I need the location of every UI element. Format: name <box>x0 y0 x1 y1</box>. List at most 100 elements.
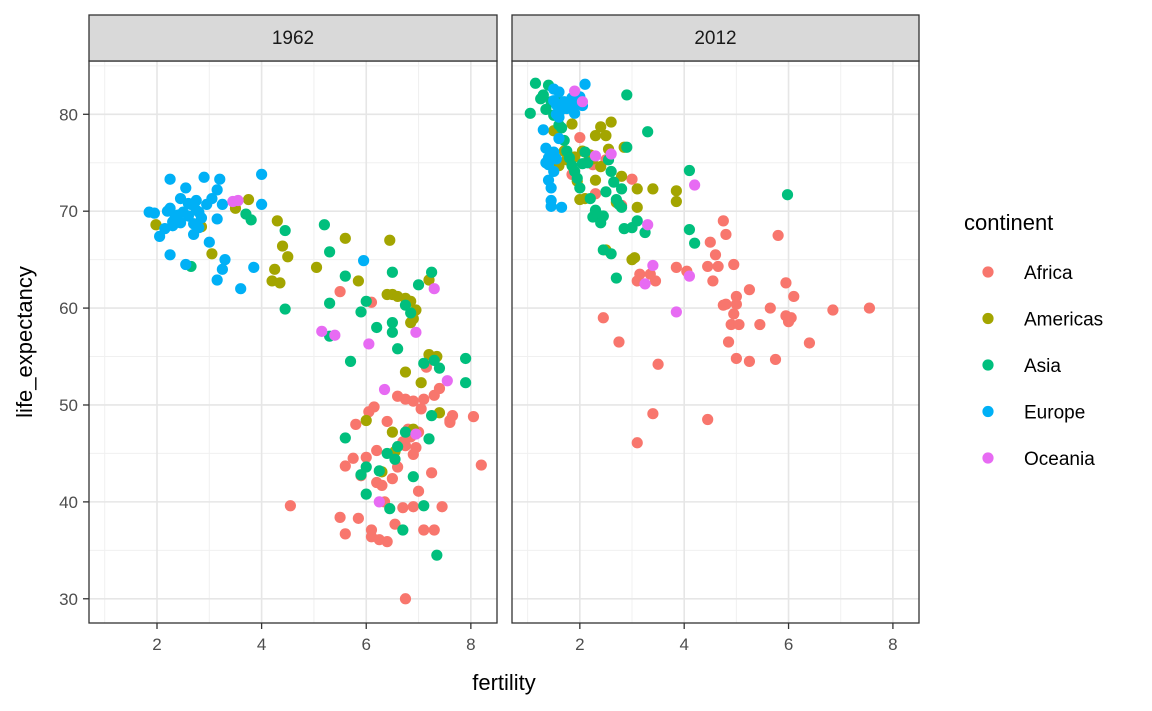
data-point-asia <box>608 176 620 188</box>
data-point-oceania <box>639 278 651 290</box>
data-point-africa <box>730 352 742 365</box>
data-point-oceania <box>428 283 440 295</box>
data-point-europe <box>161 205 174 217</box>
x-tick-label: 8 <box>888 635 897 654</box>
data-point-africa <box>284 500 296 512</box>
data-point-asia <box>360 295 372 307</box>
data-point-asia <box>460 377 472 389</box>
data-point-africa <box>652 358 664 370</box>
data-point-oceania <box>329 329 341 341</box>
data-point-europe <box>180 182 192 194</box>
data-point-africa <box>785 312 797 324</box>
data-point-africa <box>730 290 742 303</box>
data-point-africa <box>446 410 459 422</box>
data-point-asia <box>279 224 291 237</box>
data-point-americas <box>399 366 412 378</box>
data-point-asia <box>386 317 398 329</box>
facet-strip <box>88 14 498 62</box>
data-point-oceania <box>605 148 617 160</box>
data-point-americas <box>242 193 255 206</box>
data-point-africa <box>702 260 714 273</box>
data-point-asia <box>344 355 357 367</box>
data-point-asia <box>384 503 396 515</box>
data-point-asia <box>610 272 622 284</box>
data-point-asia <box>399 426 412 438</box>
data-point-americas <box>352 275 364 287</box>
data-point-africa <box>709 249 722 261</box>
data-point-europe <box>190 194 202 207</box>
panel-1962: 1962 <box>88 14 498 624</box>
data-point-africa <box>399 593 412 605</box>
data-point-europe <box>198 171 210 183</box>
legend: continent Africa Americas Asia Europe Oceani… <box>964 210 1103 470</box>
data-point-africa <box>407 448 419 460</box>
data-point-oceania <box>378 383 391 396</box>
data-point-africa <box>389 518 401 530</box>
data-point-europe <box>545 182 557 194</box>
data-point-africa <box>707 275 719 287</box>
data-point-africa <box>764 302 776 314</box>
data-point-asia <box>405 307 417 319</box>
data-point-americas <box>282 251 294 263</box>
data-point-africa <box>371 444 383 457</box>
legend-label-africa: Africa <box>1024 263 1073 284</box>
data-point-asia <box>360 488 372 500</box>
data-point-africa <box>475 459 487 471</box>
data-point-europe <box>555 201 568 213</box>
data-point-asia <box>392 441 404 453</box>
data-point-oceania <box>647 259 659 272</box>
data-point-europe <box>235 283 247 295</box>
y-tick-label: 60 <box>59 299 78 318</box>
data-point-africa <box>626 173 638 185</box>
data-point-africa <box>426 467 438 479</box>
panel-2012: 2012 <box>511 14 920 624</box>
data-point-africa <box>780 277 792 289</box>
x-axes: 2 4 6 8 2 4 6 8 <box>152 623 898 654</box>
data-point-asia <box>318 219 330 231</box>
data-point-europe <box>545 194 557 207</box>
data-point-africa <box>376 479 388 492</box>
data-point-asia <box>642 126 654 138</box>
data-point-africa <box>649 275 662 287</box>
data-point-asia <box>683 224 696 236</box>
data-point-africa <box>722 336 735 348</box>
data-point-africa <box>631 437 643 449</box>
data-point-africa <box>352 512 364 524</box>
data-point-europe <box>203 236 215 248</box>
legend-label-europe: Europe <box>1024 403 1085 424</box>
data-point-europe <box>553 86 565 98</box>
data-point-africa <box>339 528 351 540</box>
x-axis-title: fertility <box>472 670 536 695</box>
data-point-europe <box>164 249 176 261</box>
data-point-asia <box>571 172 583 184</box>
data-point-europe <box>216 263 228 275</box>
data-point-africa <box>597 312 609 324</box>
data-point-americas <box>631 183 643 195</box>
data-point-europe <box>206 192 218 205</box>
data-point-africa <box>574 131 586 144</box>
data-point-americas <box>276 240 289 252</box>
facet-strip-label: 1962 <box>272 28 314 49</box>
data-point-asia <box>324 297 336 309</box>
legend-title: continent <box>964 210 1053 235</box>
legend-label-asia: Asia <box>1024 356 1061 377</box>
data-point-europe <box>214 173 226 185</box>
data-point-africa <box>407 395 419 407</box>
data-point-africa <box>418 393 430 405</box>
data-point-asia <box>582 157 594 169</box>
data-point-americas <box>271 215 283 227</box>
data-point-americas <box>566 118 578 130</box>
data-point-asia <box>381 447 393 460</box>
legend-label-oceania: Oceania <box>1024 449 1095 470</box>
data-point-asia <box>245 214 257 226</box>
panel-background <box>89 61 497 623</box>
data-point-africa <box>730 298 742 310</box>
legend-label-americas: Americas <box>1024 310 1103 331</box>
data-point-europe <box>193 206 205 218</box>
data-point-europe <box>540 157 552 169</box>
data-point-asia <box>600 186 612 198</box>
data-point-oceania <box>689 179 701 191</box>
data-point-africa <box>397 502 409 514</box>
data-point-americas <box>589 130 602 142</box>
